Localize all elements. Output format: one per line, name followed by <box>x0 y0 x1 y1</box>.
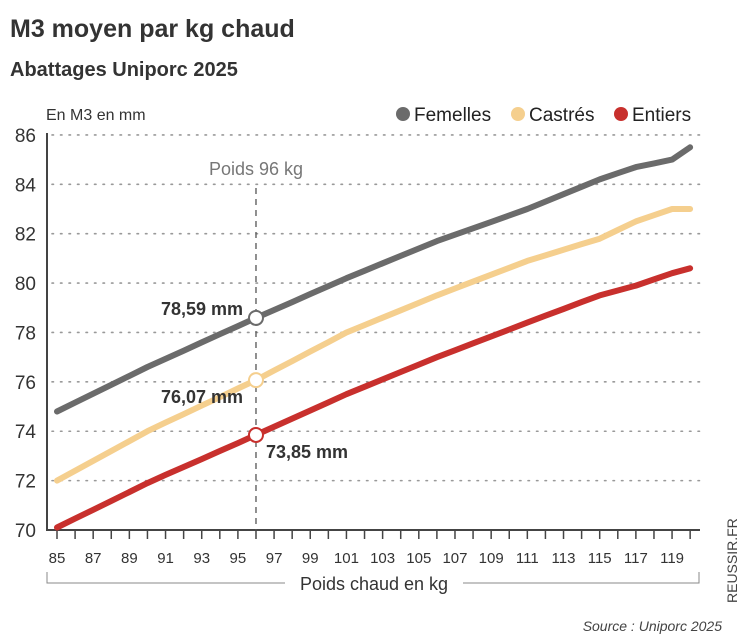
y-tick-label: 82 <box>15 225 36 246</box>
legend-swatch-entiers <box>614 107 628 121</box>
x-tick-label: 91 <box>157 550 174 567</box>
x-tick-label: 119 <box>660 550 684 567</box>
chart-subtitle: Abattages Uniporc 2025 <box>10 59 238 81</box>
brand-watermark: REUSSIR.FR <box>724 518 740 603</box>
legend-swatch-femelles <box>396 107 410 121</box>
series-line-femelles <box>54 144 694 415</box>
x-tick-label: 97 <box>266 550 283 567</box>
chart-title: M3 moyen par kg chaud <box>10 15 295 43</box>
x-tick-label: 107 <box>442 550 467 567</box>
x-tick-label: 89 <box>121 550 138 567</box>
x-axis-label-bg <box>285 572 463 594</box>
legend: Femelles Castrés Entiers <box>396 105 691 126</box>
x-tick-label: 85 <box>49 550 66 567</box>
x-tick-label: 109 <box>479 550 504 567</box>
data-point-marker <box>247 372 264 389</box>
x-tick-label: 115 <box>588 550 612 567</box>
x-tick-label: 87 <box>85 550 102 567</box>
y-tick-label: 74 <box>15 422 37 443</box>
x-tick-label: 93 <box>193 550 210 567</box>
x-axis-ticks: 85 87 89 91 93 95 97 99 101 103 105 107 109 111 113 115… <box>49 530 691 567</box>
y-tick-label: 78 <box>15 323 36 344</box>
legend-label-femelles: Femelles <box>414 105 491 126</box>
x-tick-label: 105 <box>406 550 431 567</box>
y-tick-label: 80 <box>15 274 36 295</box>
x-tick-label: 103 <box>370 550 395 567</box>
legend-swatch-castres <box>511 107 525 121</box>
y-tick-label: 84 <box>15 175 37 196</box>
annotation-markers <box>247 309 264 443</box>
y-tick-label: 72 <box>15 472 36 493</box>
data-point-marker <box>247 426 264 443</box>
x-tick-label: 111 <box>516 550 539 567</box>
legend-label-castres: Castrés <box>529 105 594 126</box>
data-point-marker <box>247 309 264 326</box>
series-line-entiers <box>54 265 694 531</box>
y-tick-label: 86 <box>15 126 36 147</box>
y-axis-label: En M3 en mm <box>46 107 146 124</box>
legend-label-entiers: Entiers <box>632 105 691 126</box>
x-tick-label: 113 <box>552 550 576 567</box>
series-line-castres <box>54 206 694 484</box>
y-tick-label: 76 <box>15 373 36 394</box>
source-note: Source : Uniporc 2025 <box>583 618 723 634</box>
x-axis-label: Poids chaud en kg <box>300 574 448 594</box>
annotation-femelles: 78,59 mm <box>161 299 243 319</box>
y-tick-label: 70 <box>15 521 36 542</box>
annotation-castres: 76,07 mm <box>161 387 243 407</box>
x-tick-label: 117 <box>624 550 648 567</box>
series-lines <box>54 144 694 531</box>
reference-line-label: Poids 96 kg <box>209 159 303 179</box>
x-tick-label: 95 <box>230 550 247 567</box>
x-tick-label: 101 <box>334 550 359 567</box>
y-axis-ticks: 70 72 74 76 78 80 82 84 86 <box>15 126 37 542</box>
x-tick-label: 99 <box>302 550 319 567</box>
annotation-entiers: 73,85 mm <box>266 442 348 462</box>
